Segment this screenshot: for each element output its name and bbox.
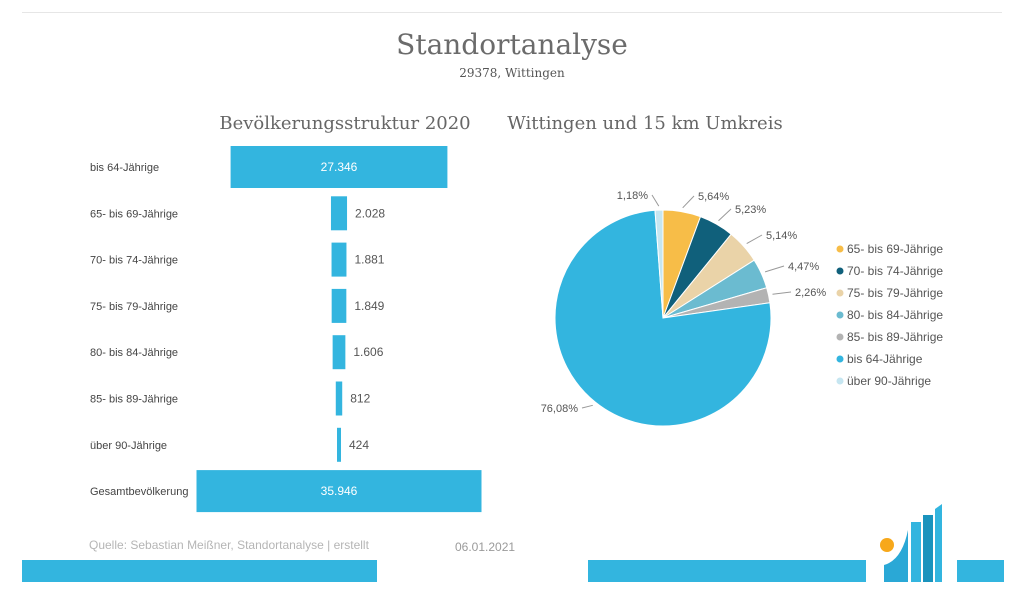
pie-chart: 5,64% 5,23% 5,14% 4,47% 2,26% 76,08% 1,18% [541,190,826,427]
bar [331,242,347,277]
bar-category-label: 85- bis 89-Jährige [90,394,178,406]
pie-leader-line [764,265,785,273]
bar-value-label: 2.028 [355,206,385,220]
bar [337,427,341,462]
pie-legend: 65- bis 69-Jährige 70- bis 74-Jährige 75- … [836,242,943,388]
page-subtitle: 29378, Wittingen [459,66,565,80]
pie-chart-title: Wittingen und 15 km Umkreis [507,113,783,134]
pie-leader-line [682,195,695,209]
pie-data-label: 1,18% [617,190,648,202]
legend-label: bis 64-Jährige [847,352,923,366]
pie-leader-line [746,234,763,245]
footer-band-left [22,560,377,582]
pie-data-label: 5,64% [698,191,729,203]
legend-marker [836,267,844,275]
pie-data-label: 5,14% [766,230,797,242]
footer-band-right [957,560,1004,582]
pie-data-label: 76,08% [541,403,579,415]
bar-category-label: 65- bis 69-Jährige [90,208,178,220]
bar-category-label: bis 64-Jährige [90,162,159,174]
legend-label: 85- bis 89-Jährige [847,330,943,344]
legend-label: über 90-Jährige [847,374,931,388]
legend-label: 70- bis 74-Jährige [847,264,943,278]
page-title: Standortanalyse [396,28,628,61]
bar [330,196,348,231]
legend-marker [836,289,844,297]
pie-leader-line [772,291,792,295]
bar-value-label: 424 [349,438,369,452]
pie-leader-line [718,208,732,222]
bar-category-label: Gesamtbevölkerung [90,486,188,498]
bar-value-label: 1.606 [353,345,383,359]
pie-slice [654,209,664,319]
bar-category-label: über 90-Jährige [90,440,167,452]
legend-label: 65- bis 69-Jährige [847,242,943,256]
footer-band-middle [588,560,866,582]
pie-slice [554,209,772,427]
top-divider [22,12,1002,13]
legend-marker [836,311,844,319]
pie-leader-line [651,194,660,207]
bar-value-label: 1.849 [354,299,384,313]
bar [332,335,346,370]
date-label: 06.01.2021 [455,540,516,554]
bar-value-label: 1.881 [354,253,384,267]
bar [331,288,347,323]
pie-leader-line [581,404,593,409]
legend-label: 75- bis 79-Jährige [847,286,943,300]
bar-chart: bis 64-Jährige 27.346 65- bis 69-Jährige 2.… [90,146,482,513]
bar [230,146,448,188]
bar-chart-title: Bevölkerungsstruktur 2020 [219,113,471,134]
pie-data-label: 4,47% [788,261,819,273]
legend-label: 80- bis 84-Jährige [847,308,943,322]
legend-marker [836,355,844,363]
bar-category-label: 75- bis 79-Jährige [90,301,178,313]
legend-marker [836,377,844,385]
legend-marker [836,333,844,341]
source-note: Quelle: Sebastian Meißner, Standortanaly… [89,538,369,552]
bar [196,470,482,513]
pie-data-label: 5,23% [735,204,766,216]
bar [335,381,343,416]
legend-marker [836,245,844,253]
bar-category-label: 80- bis 84-Jährige [90,347,178,359]
bar-value-label: 35.946 [321,484,358,498]
pie-data-label: 2,26% [795,287,826,299]
bar-category-label: 70- bis 74-Jährige [90,255,178,267]
bar-value-label: 812 [350,392,370,406]
bar-value-label: 27.346 [321,160,358,174]
